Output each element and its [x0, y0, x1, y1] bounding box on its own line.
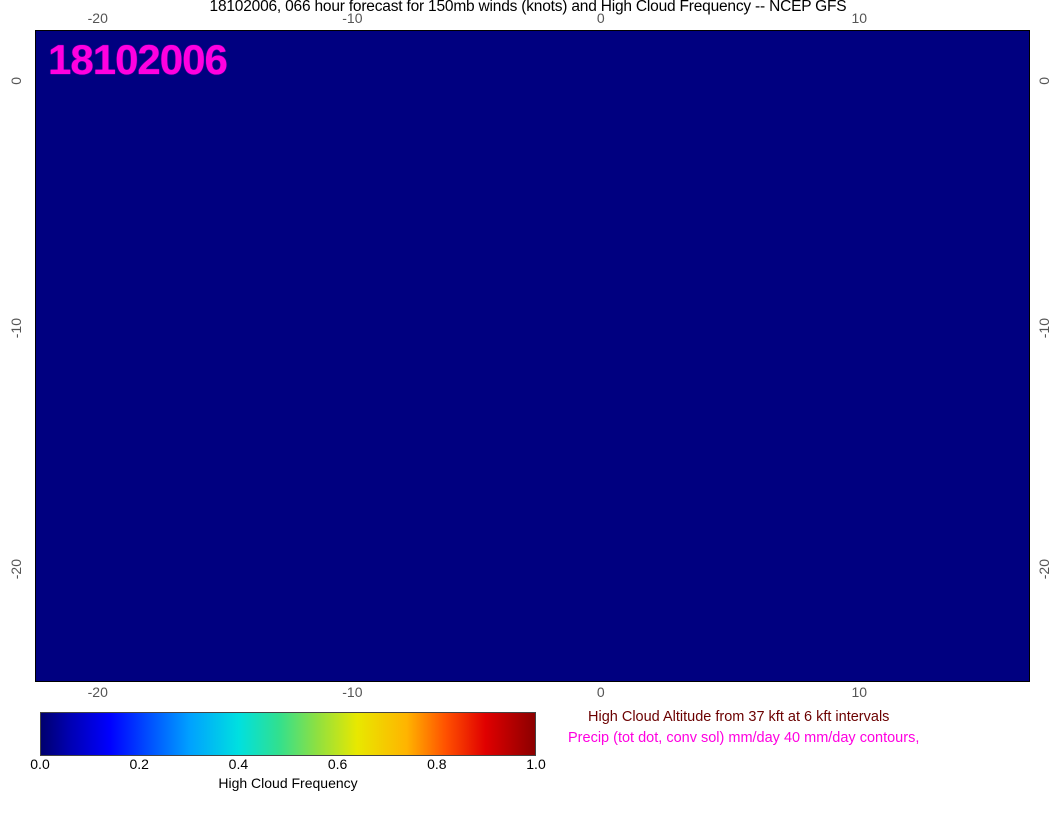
page-title: 18102006, 066 hour forecast for 150mb wi…: [209, 0, 847, 15]
axis-tick-bottom-0: 0: [596, 684, 605, 700]
legend-cloud-altitude: High Cloud Altitude from 37 kft at 6 kft…: [588, 709, 890, 725]
axis-tick-right--10: -10: [1036, 317, 1052, 339]
axis-tick-right-0: 0: [1036, 77, 1052, 85]
colorbar-tick-0.6: 0.6: [327, 756, 348, 772]
colorbar-tick-0.8: 0.8: [427, 756, 447, 772]
timestamp-overlay: 18102006: [48, 36, 228, 83]
colorbar-tick-1.0: 1.0: [526, 756, 546, 772]
forecast-map[interactable]: [35, 30, 1030, 682]
colorbar[interactable]: [40, 712, 536, 756]
axis-tick-bottom--10: -10: [342, 684, 363, 700]
axis-tick-left--20: -20: [8, 558, 24, 579]
colorbar-tick-0.2: 0.2: [129, 756, 149, 772]
axis-tick-bottom-10: 10: [851, 684, 868, 700]
axis-tick-top--20: -20: [87, 10, 108, 26]
axis-tick-top-10: 10: [851, 10, 868, 26]
axis-tick-left--10: -10: [8, 317, 24, 339]
axis-tick-right--20: -20: [1036, 558, 1052, 579]
legend-precip: Precip (tot dot, conv sol) mm/day 40 mm/…: [568, 730, 920, 746]
colorbar-gradient: [40, 712, 536, 756]
axis-tick-bottom--20: -20: [87, 684, 108, 700]
colorbar-title: High Cloud Frequency: [218, 775, 358, 791]
axis-tick-left-0: 0: [8, 77, 24, 85]
map-canvas[interactable]: [36, 31, 1029, 681]
axis-tick-top-0: 0: [596, 10, 605, 26]
colorbar-tick-0.0: 0.0: [30, 756, 50, 772]
axis-tick-top--10: -10: [342, 10, 363, 26]
colorbar-tick-0.4: 0.4: [228, 756, 249, 772]
